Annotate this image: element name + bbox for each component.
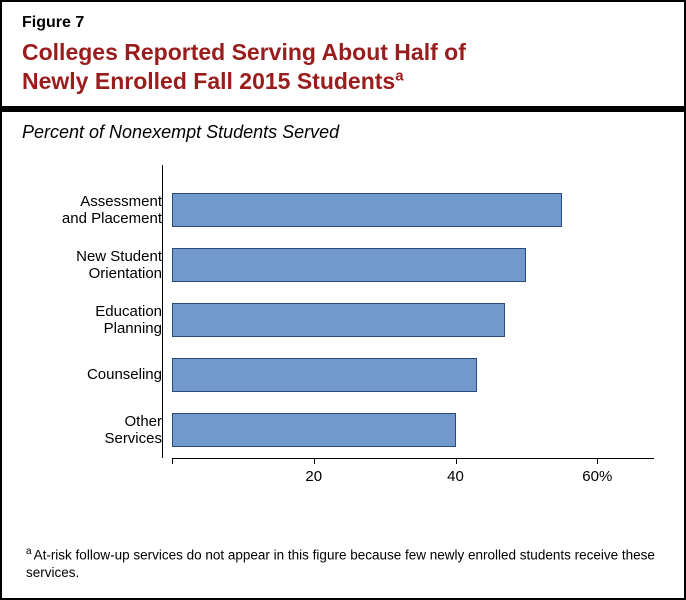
axis-tick	[172, 458, 173, 464]
title-superscript: a	[395, 67, 403, 84]
chart-row: Counseling	[22, 348, 654, 403]
axis-tick-label: 20	[305, 468, 322, 485]
axis-tick	[456, 458, 457, 464]
chart-subtitle: Percent of Nonexempt Students Served	[2, 112, 684, 145]
chart-row: Assessmentand Placement	[22, 183, 654, 238]
bars-container: Assessmentand Placement New StudentOrient…	[22, 165, 654, 458]
bar	[172, 303, 505, 337]
footnote-text: At-risk follow-up services do not appear…	[26, 548, 655, 581]
chart-row: EducationPlanning	[22, 293, 654, 348]
bar-track	[172, 348, 654, 403]
category-label: EducationPlanning	[22, 303, 172, 338]
chart-row: OtherServices	[22, 403, 654, 458]
figure-frame: Figure 7 Colleges Reported Serving About…	[0, 0, 686, 600]
x-axis-area: 20 40 60%	[172, 458, 654, 496]
figure-header: Figure 7 Colleges Reported Serving About…	[2, 2, 684, 112]
axis-tick-label: 60%	[582, 468, 612, 485]
bar	[172, 248, 526, 282]
category-label: OtherServices	[22, 413, 172, 448]
bar	[172, 358, 477, 392]
axis-tick-label: 40	[447, 468, 464, 485]
footnote: aAt-risk follow-up services do not appea…	[2, 537, 684, 598]
chart-area: Assessmentand Placement New StudentOrient…	[2, 145, 684, 538]
title-line-2: Newly Enrolled Fall 2015 Students	[22, 68, 395, 94]
axis-tick	[597, 458, 598, 464]
bar-track	[172, 183, 654, 238]
bar	[172, 193, 562, 227]
axis-tick	[314, 458, 315, 464]
footnote-superscript: a	[26, 546, 32, 557]
category-label: Counseling	[22, 366, 172, 383]
y-axis-line	[162, 165, 163, 458]
bar	[172, 413, 456, 447]
bar-track	[172, 238, 654, 293]
figure-title: Colleges Reported Serving About Half of …	[22, 38, 664, 96]
chart-row: New StudentOrientation	[22, 238, 654, 293]
title-line-1: Colleges Reported Serving About Half of	[22, 39, 466, 65]
category-label: New StudentOrientation	[22, 248, 172, 283]
x-axis-line	[172, 458, 654, 459]
bar-track	[172, 403, 654, 458]
figure-label: Figure 7	[22, 14, 664, 32]
bar-track	[172, 293, 654, 348]
axis-spacer	[22, 458, 172, 496]
x-axis-row: 20 40 60%	[22, 458, 654, 496]
category-label: Assessmentand Placement	[22, 193, 172, 228]
